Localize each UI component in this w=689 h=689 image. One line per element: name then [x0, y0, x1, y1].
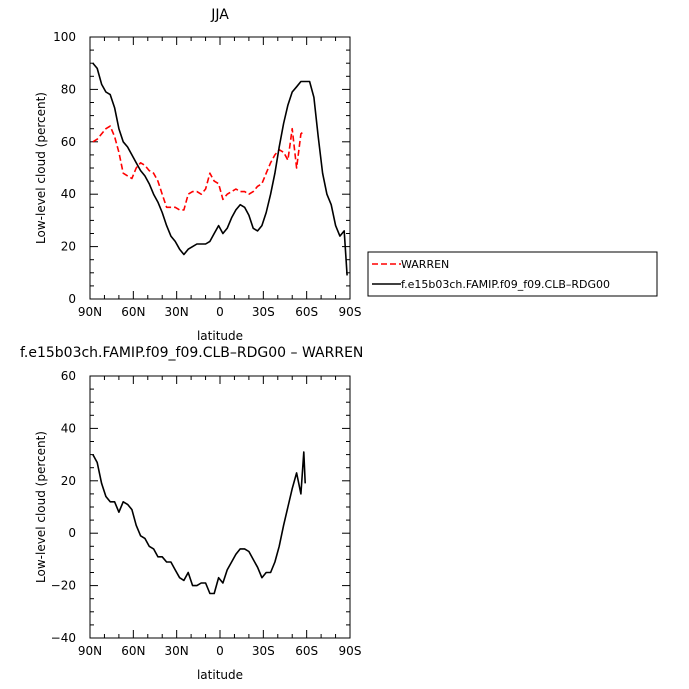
series-group-difference: [92, 451, 306, 595]
x-axis-ticks-difference: 90N 60N 30N 0 30S 60S 90S: [78, 376, 362, 658]
x-tick-label: 60S: [295, 305, 318, 319]
chart-top: JJA 90N 60N 30N 0 30S 60S 90S 0 20 40 60 80 100 lat…: [34, 7, 361, 343]
plot-frame: [89, 36, 351, 300]
x-tick-label: 60S: [295, 644, 318, 658]
x-tick-label: 90N: [78, 644, 102, 658]
y-tick-label: 40: [61, 421, 76, 435]
y-axis-label-difference: Low-level cloud (percent): [34, 431, 48, 583]
series-line-difference: [92, 451, 306, 595]
x-axis-label: latitude: [197, 329, 243, 343]
y-tick-label: 40: [61, 187, 76, 201]
legend-box: [367, 251, 658, 297]
y-tick-label: 0: [68, 526, 76, 540]
series-group: [92, 62, 348, 276]
x-tick-label: 0: [216, 644, 224, 658]
x-tick-label: 30N: [165, 305, 189, 319]
legend-label-model: f.e15b03ch.FAMIP.f09_f09.CLB–RDG00: [401, 278, 610, 291]
x-axis-ticks: 90N 60N 30N 0 30S 60S 90S: [78, 37, 362, 319]
legend-label-warren: WARREN: [401, 258, 449, 271]
y-axis-ticks: 0 20 40 60 80 100: [53, 30, 350, 306]
y-axis-ticks-difference: −40 −20 0 20 40 60: [51, 369, 350, 645]
y-tick-label: 20: [61, 240, 76, 254]
x-axis-label-difference: latitude: [197, 668, 243, 682]
y-tick-label: 60: [61, 135, 76, 149]
x-tick-label: 90S: [339, 644, 362, 658]
chart-title: JJA: [210, 7, 229, 23]
y-tick-label: 60: [61, 369, 76, 383]
y-tick-label: −20: [51, 579, 76, 593]
legend: WARREN f.e15b03ch.FAMIP.f09_f09.CLB–RDG0…: [367, 251, 658, 297]
y-tick-label: 20: [61, 474, 76, 488]
x-tick-label: 30S: [252, 305, 275, 319]
y-tick-label: −40: [51, 631, 76, 645]
x-tick-label: 90N: [78, 305, 102, 319]
chart-bottom: f.e15b03ch.FAMIP.f09_f09.CLB–RDG00 – WAR…: [20, 345, 363, 682]
x-tick-label: 90S: [339, 305, 362, 319]
x-tick-label: 30N: [165, 644, 189, 658]
x-tick-label: 60N: [121, 305, 145, 319]
x-tick-label: 0: [216, 305, 224, 319]
y-tick-label: 80: [61, 82, 76, 96]
series-line-warren: [92, 125, 305, 211]
y-tick-label: 0: [68, 292, 76, 306]
chart-title-difference: f.e15b03ch.FAMIP.f09_f09.CLB–RDG00 – WAR…: [20, 345, 363, 361]
x-tick-label: 60N: [121, 644, 145, 658]
y-axis-label: Low-level cloud (percent): [34, 92, 48, 244]
y-tick-label: 100: [53, 30, 76, 44]
x-tick-label: 30S: [252, 644, 275, 658]
series-line-f-e15b03ch-famip-f09-f09-clb-rdg00: [92, 62, 348, 276]
